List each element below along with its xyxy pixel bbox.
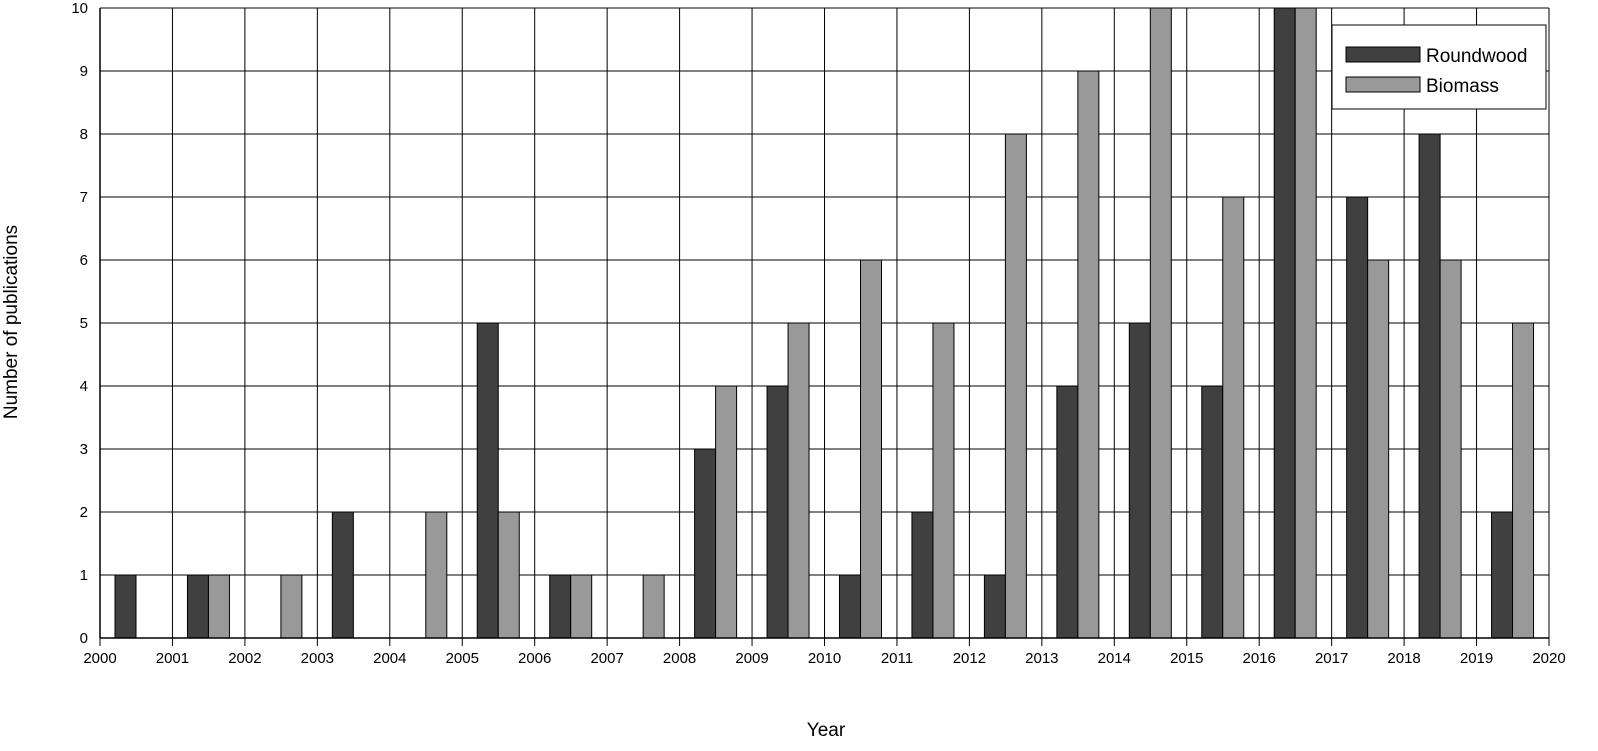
bar-roundwood-2009 <box>766 385 789 639</box>
x-axis-title: Year <box>807 720 846 741</box>
bar-roundwood-2017 <box>1346 196 1369 639</box>
y-tick-labels: 0 1 2 3 4 5 6 7 8 9 10 <box>71 0 88 647</box>
x-tick-label: 2018 <box>1387 650 1420 667</box>
x-tick-label: 2003 <box>301 650 334 667</box>
bar-roundwood-2005 <box>476 322 499 639</box>
bar-roundwood-2008 <box>694 448 717 639</box>
legend-swatch-roundwood <box>1345 46 1421 63</box>
bar-roundwood-2000 <box>114 574 137 639</box>
y-tick-label: 6 <box>80 252 88 269</box>
x-tick-label: 2007 <box>590 650 623 667</box>
y-tick-label: 8 <box>80 126 88 143</box>
x-tick-label: 2014 <box>1098 650 1131 667</box>
bar-biomass-2019 <box>1512 322 1535 639</box>
x-tick-label: 2002 <box>228 650 261 667</box>
x-tick-label: 2006 <box>518 650 551 667</box>
x-tick-label: 2019 <box>1460 650 1493 667</box>
y-tick-label: 9 <box>80 63 88 80</box>
y-tick-label: 2 <box>80 504 88 521</box>
bar-roundwood-2011 <box>911 511 934 639</box>
bar-roundwood-2006 <box>549 574 572 639</box>
y-tick-label: 5 <box>80 315 88 332</box>
bar-roundwood-2016 <box>1273 7 1296 639</box>
bar-roundwood-2014 <box>1128 322 1151 639</box>
bar-biomass-2002 <box>280 574 303 639</box>
y-tick-label: 4 <box>80 378 88 395</box>
x-tick-label: 2000 <box>83 650 116 667</box>
bar-biomass-2004 <box>425 511 448 639</box>
x-tick-label: 2020 <box>1532 650 1565 667</box>
legend-box <box>1331 24 1547 110</box>
x-tick-label: 2004 <box>373 650 406 667</box>
bar-biomass-2015 <box>1222 196 1245 639</box>
bars <box>114 7 1535 639</box>
bar-biomass-2017 <box>1367 259 1390 639</box>
bar-roundwood-2001 <box>186 574 209 639</box>
bar-roundwood-2010 <box>839 574 861 639</box>
x-tick-label: 2016 <box>1243 650 1276 667</box>
legend-label-roundwood: Roundwood <box>1426 46 1527 67</box>
y-tick-label: 3 <box>80 441 88 458</box>
y-tick-label: 7 <box>80 189 88 206</box>
bar-roundwood-2003 <box>331 511 354 639</box>
y-tick-label: 10 <box>71 0 88 17</box>
bar-biomass-2005 <box>497 511 520 639</box>
x-tick-label: 2012 <box>953 650 986 667</box>
y-axis-title: Number of publications <box>1 225 22 419</box>
bar-biomass-2009 <box>787 322 810 639</box>
bar-biomass-2014 <box>1149 7 1172 639</box>
x-tick-label: 2013 <box>1025 650 1058 667</box>
y-tick-label: 0 <box>80 630 88 647</box>
x-tick-label: 2001 <box>156 650 189 667</box>
bar-biomass-2012 <box>1004 133 1027 639</box>
legend: Roundwood Biomass <box>1331 24 1547 110</box>
bar-biomass-2001 <box>207 574 230 639</box>
bar-biomass-2006 <box>570 574 593 639</box>
x-tick-label: 2009 <box>735 650 768 667</box>
bar-biomass-2008 <box>715 385 738 639</box>
bar-roundwood-2015 <box>1201 385 1224 639</box>
x-tick-label: 2010 <box>808 650 841 667</box>
x-tick-label: 2017 <box>1315 650 1348 667</box>
x-tick-labels: 2000 2001 2002 2003 2004 2005 2006 2007 2008 2009… <box>83 650 1565 667</box>
legend-swatch-biomass <box>1345 76 1421 93</box>
bar-roundwood-2013 <box>1056 385 1079 639</box>
bar-biomass-2016 <box>1294 7 1317 639</box>
bar-roundwood-2012 <box>983 574 1006 639</box>
bar-roundwood-2018 <box>1418 133 1441 639</box>
x-tick-label: 2008 <box>663 650 696 667</box>
x-tick-label: 2015 <box>1170 650 1203 667</box>
bar-biomass-2011 <box>932 322 955 639</box>
x-tick-label: 2011 <box>881 650 913 667</box>
x-tick-label: 2005 <box>446 650 479 667</box>
legend-label-biomass: Biomass <box>1426 76 1499 97</box>
y-tick-label: 1 <box>80 567 88 584</box>
bar-roundwood-2019 <box>1491 511 1514 639</box>
bar-biomass-2018 <box>1439 259 1462 639</box>
bar-biomass-2007 <box>642 574 665 639</box>
axes <box>99 8 1549 639</box>
bar-biomass-2010 <box>860 259 882 639</box>
bar-biomass-2013 <box>1077 70 1100 639</box>
